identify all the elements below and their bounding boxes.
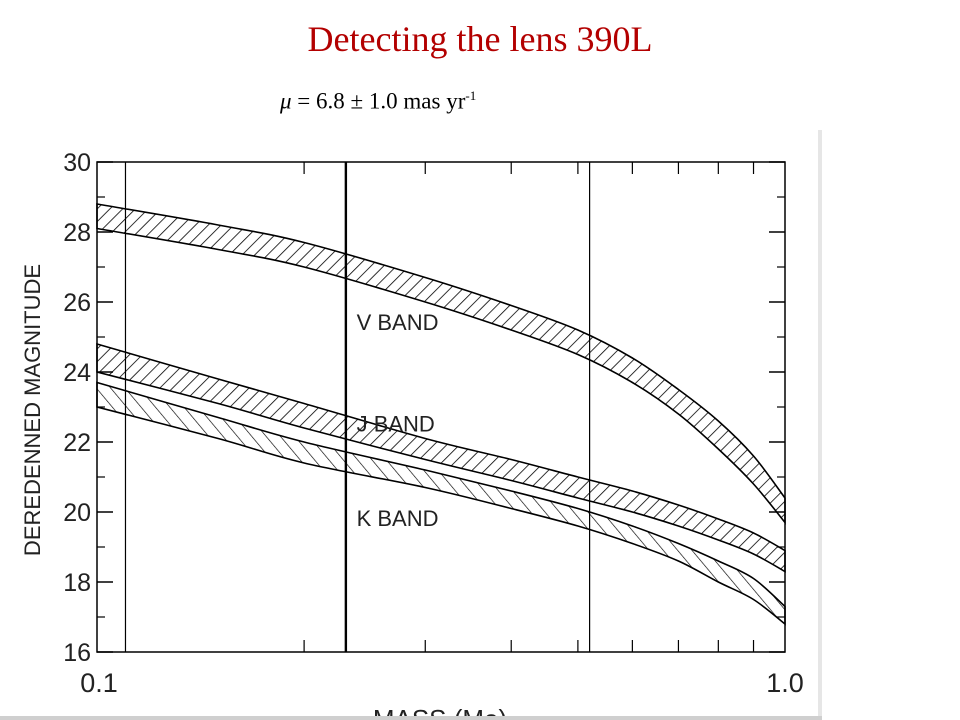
band-labels: V BAND J BAND K BAND xyxy=(357,310,439,531)
subtitle-proper-motion: μ = 6.8 ± 1.0 mas yr-1 xyxy=(280,88,476,115)
y-axis-label: DEREDENNED MAGNITUDE xyxy=(20,264,45,556)
y-tick-label: 20 xyxy=(63,499,91,527)
bottom-edge-strip xyxy=(0,716,822,720)
y-tick-label: 16 xyxy=(63,639,91,667)
y-tick-label: 30 xyxy=(63,149,91,177)
band-j-band xyxy=(96,342,786,573)
mu-symbol: μ xyxy=(280,88,292,114)
slide-title: Detecting the lens 390L xyxy=(307,19,653,59)
y-tick-label: 26 xyxy=(63,289,91,317)
y-tick-label: 24 xyxy=(63,359,91,387)
right-edge-strip xyxy=(818,130,822,720)
subtitle-exponent: -1 xyxy=(465,88,477,103)
y-tick-label: 22 xyxy=(63,429,91,457)
y-tick-label: 28 xyxy=(63,219,91,247)
band-v-band xyxy=(96,203,786,525)
band-k-band xyxy=(96,381,786,626)
y-tick-label: 18 xyxy=(63,569,91,597)
band-label: J BAND xyxy=(357,412,435,437)
x-tick-label-min: 0.1 xyxy=(80,668,118,698)
magnitude-bands xyxy=(96,203,786,626)
x-minor-ticks xyxy=(303,162,755,652)
x-tick-label-max: 1.0 xyxy=(766,668,804,698)
y-axis-ticks: 16 18 20 22 24 26 28 30 xyxy=(63,149,785,667)
band-label: V BAND xyxy=(357,310,439,335)
band-label: K BAND xyxy=(357,506,439,531)
subtitle-expression: = 6.8 ± 1.0 mas yr xyxy=(291,88,466,114)
